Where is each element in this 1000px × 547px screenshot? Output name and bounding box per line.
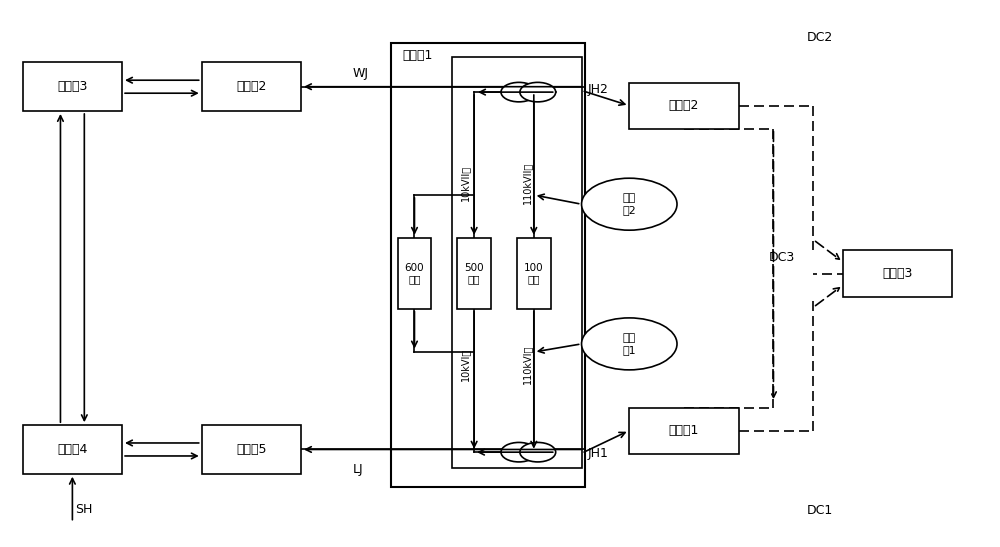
FancyBboxPatch shape: [457, 238, 491, 309]
Text: 10kVII母: 10kVII母: [460, 165, 470, 201]
Text: JH2: JH2: [588, 83, 608, 96]
FancyBboxPatch shape: [202, 425, 301, 474]
Text: 100
开关: 100 开关: [524, 263, 544, 284]
Circle shape: [520, 83, 556, 102]
FancyBboxPatch shape: [23, 62, 122, 111]
Text: 变电站1: 变电站1: [403, 49, 433, 62]
Text: SH: SH: [75, 503, 93, 515]
Text: 500
开关: 500 开关: [464, 263, 484, 284]
Text: 变电站4: 变电站4: [57, 443, 88, 456]
Text: DC1: DC1: [806, 504, 833, 517]
Text: 换流站1: 换流站1: [669, 424, 699, 437]
FancyBboxPatch shape: [629, 83, 739, 129]
Text: 10kVI母: 10kVI母: [460, 348, 470, 381]
Text: WJ: WJ: [353, 67, 369, 80]
FancyBboxPatch shape: [202, 62, 301, 111]
Circle shape: [501, 443, 537, 462]
Text: 110kVII母: 110kVII母: [522, 161, 532, 203]
Text: JH1: JH1: [588, 447, 608, 460]
FancyBboxPatch shape: [517, 238, 551, 309]
Text: 变电站5: 变电站5: [236, 443, 267, 456]
Text: DC3: DC3: [769, 251, 795, 264]
Text: DC2: DC2: [806, 32, 833, 44]
Text: 换流站3: 换流站3: [883, 267, 913, 280]
Circle shape: [582, 318, 677, 370]
Text: 110kVI母: 110kVI母: [522, 345, 532, 384]
Text: 风电
场1: 风电 场1: [622, 333, 636, 354]
Circle shape: [501, 83, 537, 102]
FancyBboxPatch shape: [398, 238, 431, 309]
FancyBboxPatch shape: [843, 251, 952, 296]
Text: 变电站3: 变电站3: [57, 80, 88, 93]
Text: 600
开关: 600 开关: [405, 263, 424, 284]
Circle shape: [582, 178, 677, 230]
Text: LJ: LJ: [353, 463, 363, 476]
Text: 换流站2: 换流站2: [669, 99, 699, 112]
Text: 变电站2: 变电站2: [236, 80, 267, 93]
Text: 风电
场2: 风电 场2: [622, 194, 636, 215]
Bar: [452, 57, 582, 468]
FancyBboxPatch shape: [23, 425, 122, 474]
Circle shape: [520, 443, 556, 462]
FancyBboxPatch shape: [629, 408, 739, 453]
Bar: [391, 43, 585, 487]
